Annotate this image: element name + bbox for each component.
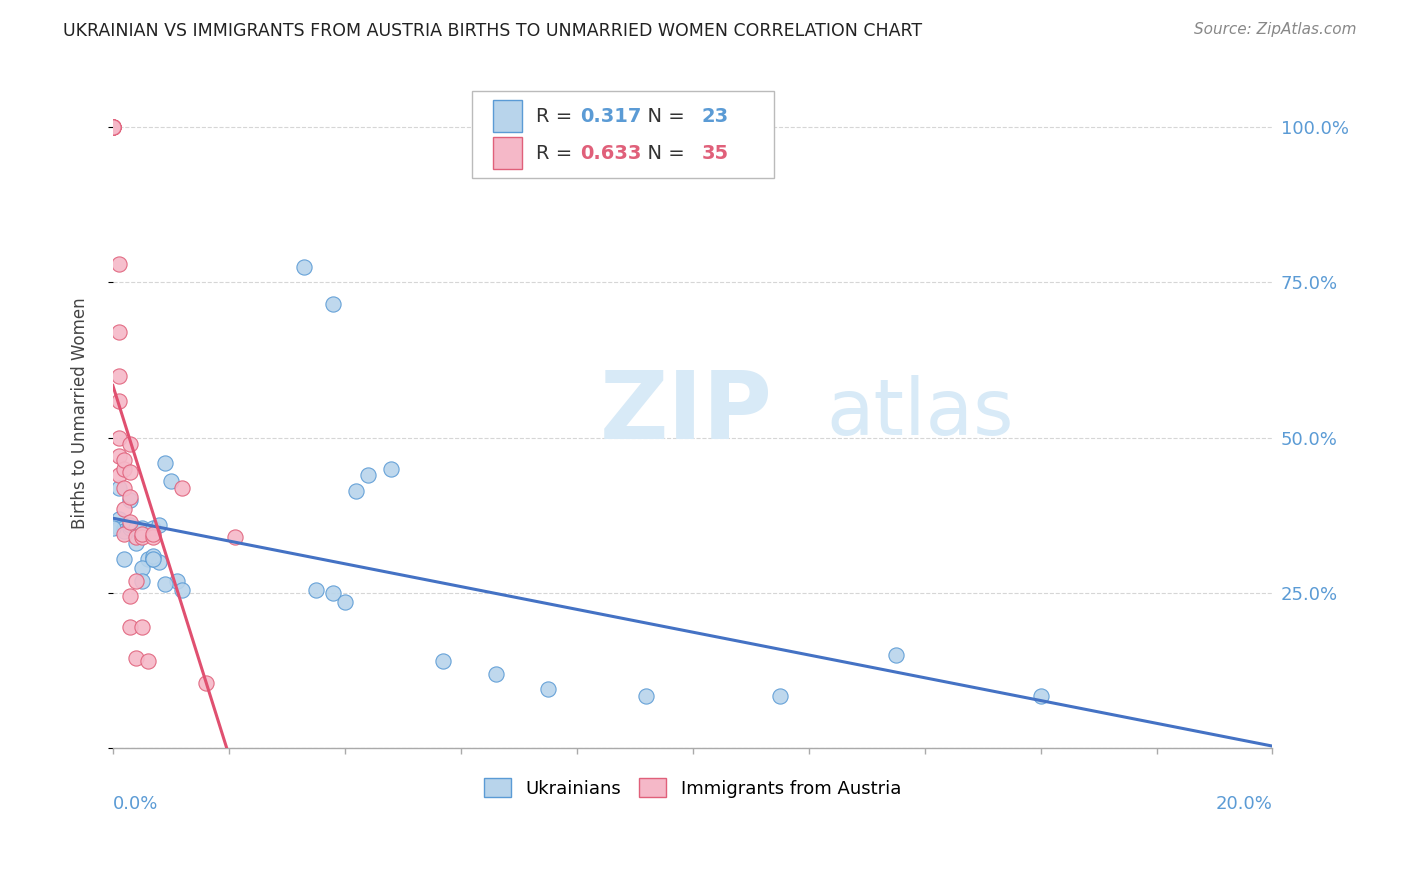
Point [107, 257, 129, 271]
Point [166, 574, 188, 588]
Text: UKRAINIAN VS IMMIGRANTS FROM AUSTRIA BIRTHS TO UNMARRIED WOMEN CORRELATION CHART: UKRAINIAN VS IMMIGRANTS FROM AUSTRIA BIR… [63, 22, 922, 40]
Point [432, 655, 454, 669]
Point [101, 521, 124, 535]
Point [131, 574, 153, 588]
Point [142, 530, 165, 544]
Point [120, 437, 142, 451]
Point [101, 120, 124, 135]
Point [148, 555, 170, 569]
Point [101, 120, 124, 135]
Point [107, 468, 129, 483]
Text: 20.0%: 20.0% [1216, 796, 1272, 814]
FancyBboxPatch shape [472, 91, 773, 178]
Point [769, 689, 792, 703]
Point [120, 521, 142, 535]
FancyBboxPatch shape [494, 137, 522, 169]
Point [142, 552, 165, 566]
Point [142, 527, 165, 541]
Point [142, 521, 165, 535]
Point [636, 689, 658, 703]
Point [120, 490, 142, 504]
Point [114, 527, 136, 541]
Point [101, 120, 124, 135]
Point [153, 456, 176, 470]
Point [1029, 689, 1052, 703]
Point [172, 582, 194, 597]
Point [160, 475, 183, 489]
Point [114, 452, 136, 467]
Point [114, 521, 136, 535]
Point [107, 511, 129, 525]
Text: 35: 35 [702, 144, 730, 162]
Point [120, 620, 142, 634]
Text: Source: ZipAtlas.com: Source: ZipAtlas.com [1194, 22, 1357, 37]
Point [333, 595, 356, 609]
Point [131, 620, 153, 634]
Point [125, 536, 148, 550]
Point [344, 483, 367, 498]
Point [131, 527, 153, 541]
Point [136, 655, 159, 669]
Point [120, 465, 142, 479]
Point [114, 462, 136, 476]
Point [153, 577, 176, 591]
Text: ZIP: ZIP [600, 367, 773, 459]
Point [194, 676, 217, 690]
Point [120, 517, 142, 532]
Y-axis label: Births to Unmarried Women: Births to Unmarried Women [72, 297, 89, 529]
Point [120, 492, 142, 507]
Point [322, 586, 344, 600]
Point [142, 552, 165, 566]
Point [120, 589, 142, 603]
Point [380, 462, 402, 476]
Point [125, 651, 148, 665]
Point [537, 682, 560, 697]
Point [357, 468, 380, 483]
Point [125, 521, 148, 535]
Point [107, 521, 129, 535]
Legend: Ukrainians, Immigrants from Austria: Ukrainians, Immigrants from Austria [475, 769, 910, 806]
Point [114, 552, 136, 566]
Point [107, 481, 129, 495]
Point [101, 120, 124, 135]
FancyBboxPatch shape [494, 100, 522, 133]
Text: 0.0%: 0.0% [112, 796, 159, 814]
Point [114, 524, 136, 538]
Text: 0.633: 0.633 [581, 144, 641, 162]
Point [114, 481, 136, 495]
Text: 23: 23 [702, 107, 730, 126]
Point [107, 431, 129, 445]
Text: N =: N = [634, 107, 690, 126]
Point [131, 561, 153, 575]
Point [884, 648, 907, 663]
Point [131, 530, 153, 544]
Text: 0.317: 0.317 [581, 107, 641, 126]
Point [484, 667, 506, 681]
Text: atlas: atlas [827, 375, 1014, 451]
Point [131, 521, 153, 535]
Point [101, 120, 124, 135]
Point [148, 517, 170, 532]
Point [292, 260, 315, 274]
Point [142, 549, 165, 563]
Point [107, 393, 129, 408]
Point [136, 552, 159, 566]
Point [125, 574, 148, 588]
Point [322, 297, 344, 311]
Point [224, 530, 246, 544]
Text: N =: N = [634, 144, 690, 162]
Point [120, 515, 142, 529]
Point [172, 481, 194, 495]
Point [114, 502, 136, 516]
Point [107, 368, 129, 383]
Point [125, 530, 148, 544]
Text: R =: R = [536, 107, 579, 126]
Point [107, 450, 129, 464]
Point [107, 325, 129, 339]
Point [305, 582, 328, 597]
Text: R =: R = [536, 144, 579, 162]
